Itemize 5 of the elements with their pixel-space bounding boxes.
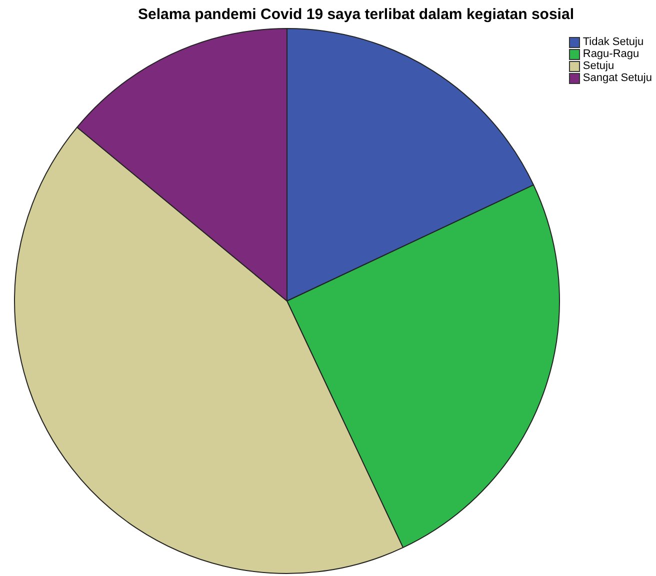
legend-label: Setuju (582, 60, 614, 72)
chart-title: Selama pandemi Covid 19 saya terlibat dalam kegiatan sosial (138, 6, 574, 24)
legend-label: Tidak Setuju (582, 36, 644, 48)
legend-label: Ragu-Ragu (582, 48, 640, 60)
legend-label: Sangat Setuju (582, 72, 652, 84)
